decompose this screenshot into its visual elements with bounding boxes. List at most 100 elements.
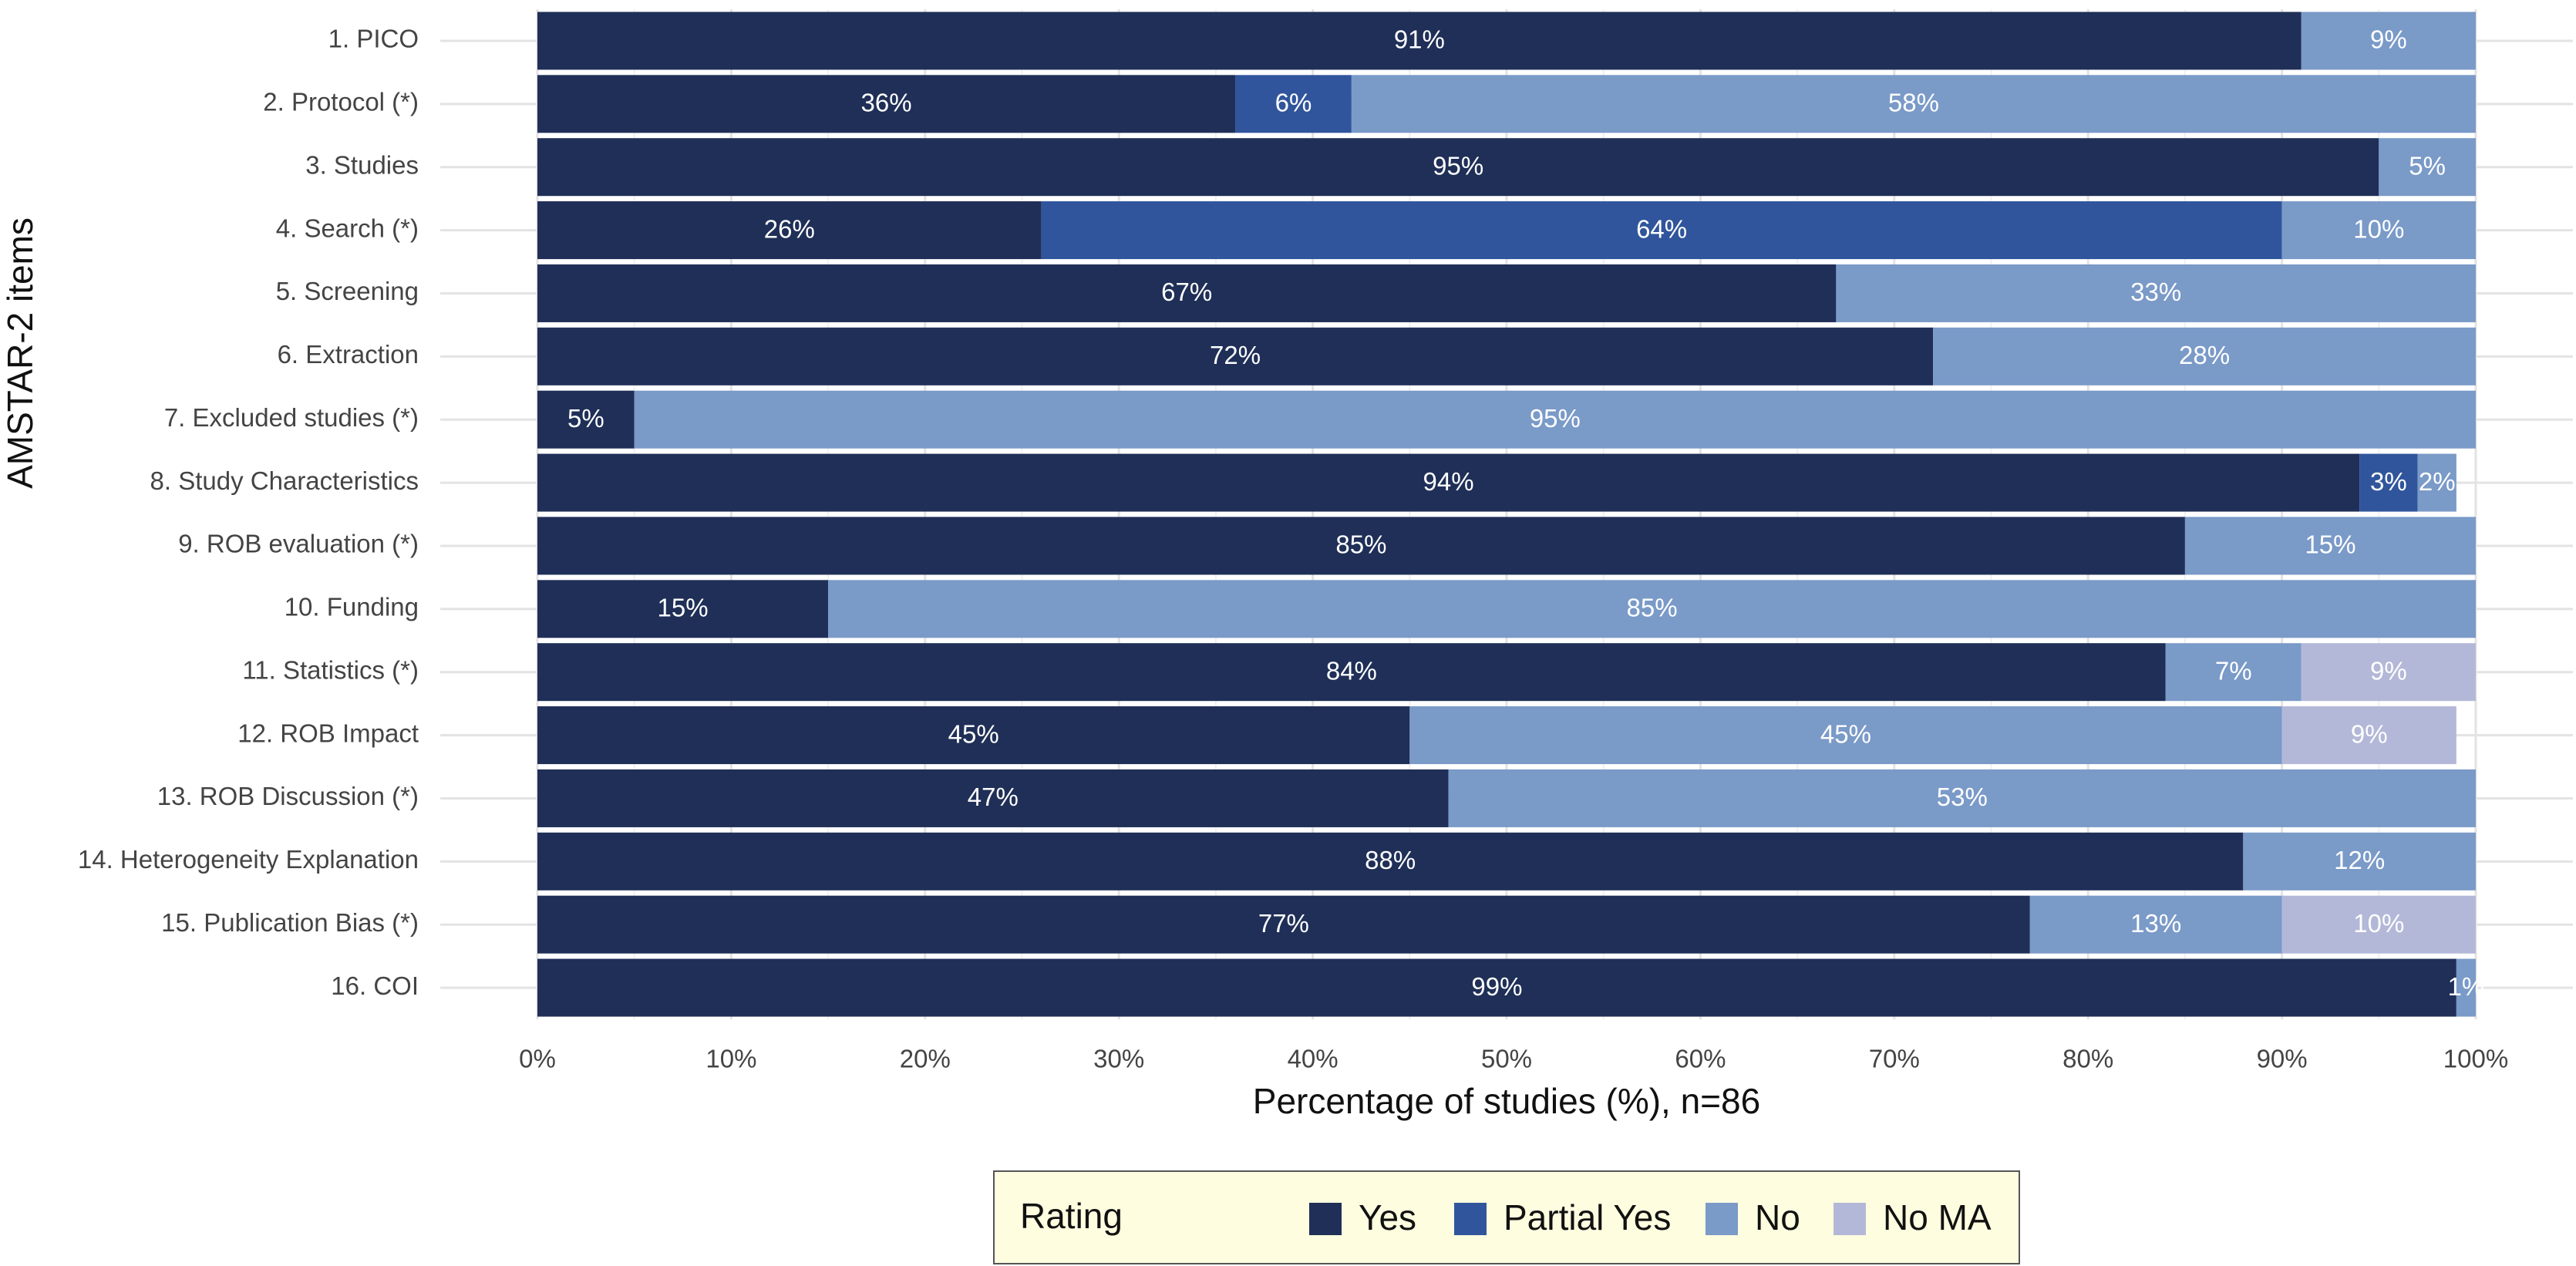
value-label: 99% xyxy=(1471,972,1522,1001)
bar-segment xyxy=(2379,138,2476,197)
y-tick-label: 10. Funding xyxy=(285,593,419,621)
legend-title: Rating xyxy=(1020,1196,1123,1236)
bar-segment xyxy=(537,580,829,638)
x-tick-label: 50% xyxy=(1481,1045,1532,1073)
value-label: 15% xyxy=(2305,530,2355,559)
legend-label: Yes xyxy=(1359,1197,1416,1237)
legend-label: Partial Yes xyxy=(1504,1197,1671,1237)
y-tick-label: 14. Heterogeneity Explanation xyxy=(78,845,419,874)
bar-segment xyxy=(1409,706,2282,765)
bar-segment xyxy=(537,895,2030,954)
legend-swatch xyxy=(1309,1203,1342,1235)
value-label: 36% xyxy=(860,89,911,117)
bar-segment xyxy=(2281,201,2476,260)
bar-segment xyxy=(537,958,2456,1017)
value-label: 7% xyxy=(2215,656,2252,685)
bar-segment xyxy=(537,643,2166,702)
value-label: 45% xyxy=(948,719,999,748)
x-tick-label: 90% xyxy=(2257,1045,2308,1073)
value-label: 72% xyxy=(1210,341,1261,369)
bar-segment xyxy=(1933,327,2476,386)
value-label: 26% xyxy=(764,214,815,243)
y-tick-label: 9. ROB evaluation (*) xyxy=(178,530,419,558)
value-label: 10% xyxy=(2353,214,2404,243)
legend-label: No MA xyxy=(1883,1197,1992,1237)
legend-label: No xyxy=(1755,1197,1800,1237)
x-tick-label: 0% xyxy=(519,1045,556,1073)
bar-segment xyxy=(634,390,2477,449)
value-label: 84% xyxy=(1326,656,1377,685)
bar-segment xyxy=(537,832,2244,891)
bar-segment xyxy=(2301,12,2476,70)
bar-segment xyxy=(828,580,2476,638)
y-tick-label: 3. Studies xyxy=(305,150,419,179)
value-label: 12% xyxy=(2334,846,2385,874)
bar-segment xyxy=(537,769,1449,827)
value-label: 2% xyxy=(2419,467,2456,496)
bar-segment xyxy=(537,12,2302,70)
bar-segment xyxy=(2301,643,2476,702)
bar-segment xyxy=(537,706,1410,765)
bar-segment xyxy=(537,138,2379,197)
y-tick-label: 1. PICO xyxy=(328,25,419,53)
value-label: 88% xyxy=(1365,846,1416,874)
value-label: 85% xyxy=(1627,594,1678,622)
bar-segment xyxy=(2281,706,2456,765)
y-tick-label: 8. Study Characteristics xyxy=(150,466,419,495)
value-label: 3% xyxy=(2370,467,2407,496)
value-label: 9% xyxy=(2370,25,2407,54)
bar-segment xyxy=(2243,832,2476,891)
bar-segment xyxy=(2456,958,2476,1017)
value-label: 91% xyxy=(1394,25,1445,54)
value-label: 58% xyxy=(1888,89,1939,117)
value-label: 1% xyxy=(2448,972,2485,1001)
value-label: 15% xyxy=(658,594,709,622)
bar-segment xyxy=(1235,75,1352,133)
value-label: 77% xyxy=(1258,909,1309,938)
value-label: 85% xyxy=(1335,530,1386,559)
bar-segment xyxy=(1836,264,2476,322)
y-tick-label: 7. Excluded studies (*) xyxy=(164,403,419,432)
y-tick-label: 12. ROB Impact xyxy=(237,719,419,747)
bar-segment xyxy=(537,75,1236,133)
value-label: 95% xyxy=(1530,404,1581,433)
bar-segment xyxy=(1041,201,2282,260)
value-label: 6% xyxy=(1275,89,1312,117)
bar-segment xyxy=(2184,517,2476,575)
bar-segment xyxy=(2417,453,2456,512)
y-tick-label: 6. Extraction xyxy=(278,340,419,369)
bar-segment xyxy=(2359,453,2418,512)
y-axis-title: AMSTAR-2 items xyxy=(0,217,40,489)
x-tick-label: 80% xyxy=(2062,1045,2113,1073)
value-label: 28% xyxy=(2179,341,2230,369)
y-tick-label: 2. Protocol (*) xyxy=(263,88,419,116)
x-axis-title: Percentage of studies (%), n=86 xyxy=(1253,1081,1760,1121)
bar-segment xyxy=(537,453,2360,512)
y-tick-label: 11. Statistics (*) xyxy=(242,655,419,684)
y-tick-label: 15. Publication Bias (*) xyxy=(161,908,419,937)
value-label: 45% xyxy=(1820,719,1871,748)
bar-segment xyxy=(537,517,2185,575)
x-tick-label: 100% xyxy=(2443,1045,2508,1073)
value-label: 95% xyxy=(1433,151,1483,180)
bar-segment xyxy=(537,264,1837,322)
bar-segment xyxy=(537,201,1042,260)
y-tick-label: 5. Screening xyxy=(276,277,419,305)
value-label: 9% xyxy=(2370,656,2407,685)
value-label: 64% xyxy=(1636,214,1687,243)
bar-segment xyxy=(2029,895,2282,954)
bar-segment xyxy=(1448,769,2476,827)
bar-segment xyxy=(537,390,635,449)
legend-swatch xyxy=(1834,1203,1866,1235)
value-label: 10% xyxy=(2353,909,2404,938)
value-label: 67% xyxy=(1161,278,1212,306)
y-tick-label: 13. ROB Discussion (*) xyxy=(157,782,419,810)
value-label: 33% xyxy=(2130,278,2181,306)
value-label: 53% xyxy=(1937,783,1988,811)
x-tick-label: 10% xyxy=(705,1045,756,1073)
bar-segment xyxy=(2165,643,2302,702)
x-tick-label: 70% xyxy=(1869,1045,1920,1073)
legend-swatch xyxy=(1706,1203,1738,1235)
x-tick-label: 30% xyxy=(1093,1045,1144,1073)
